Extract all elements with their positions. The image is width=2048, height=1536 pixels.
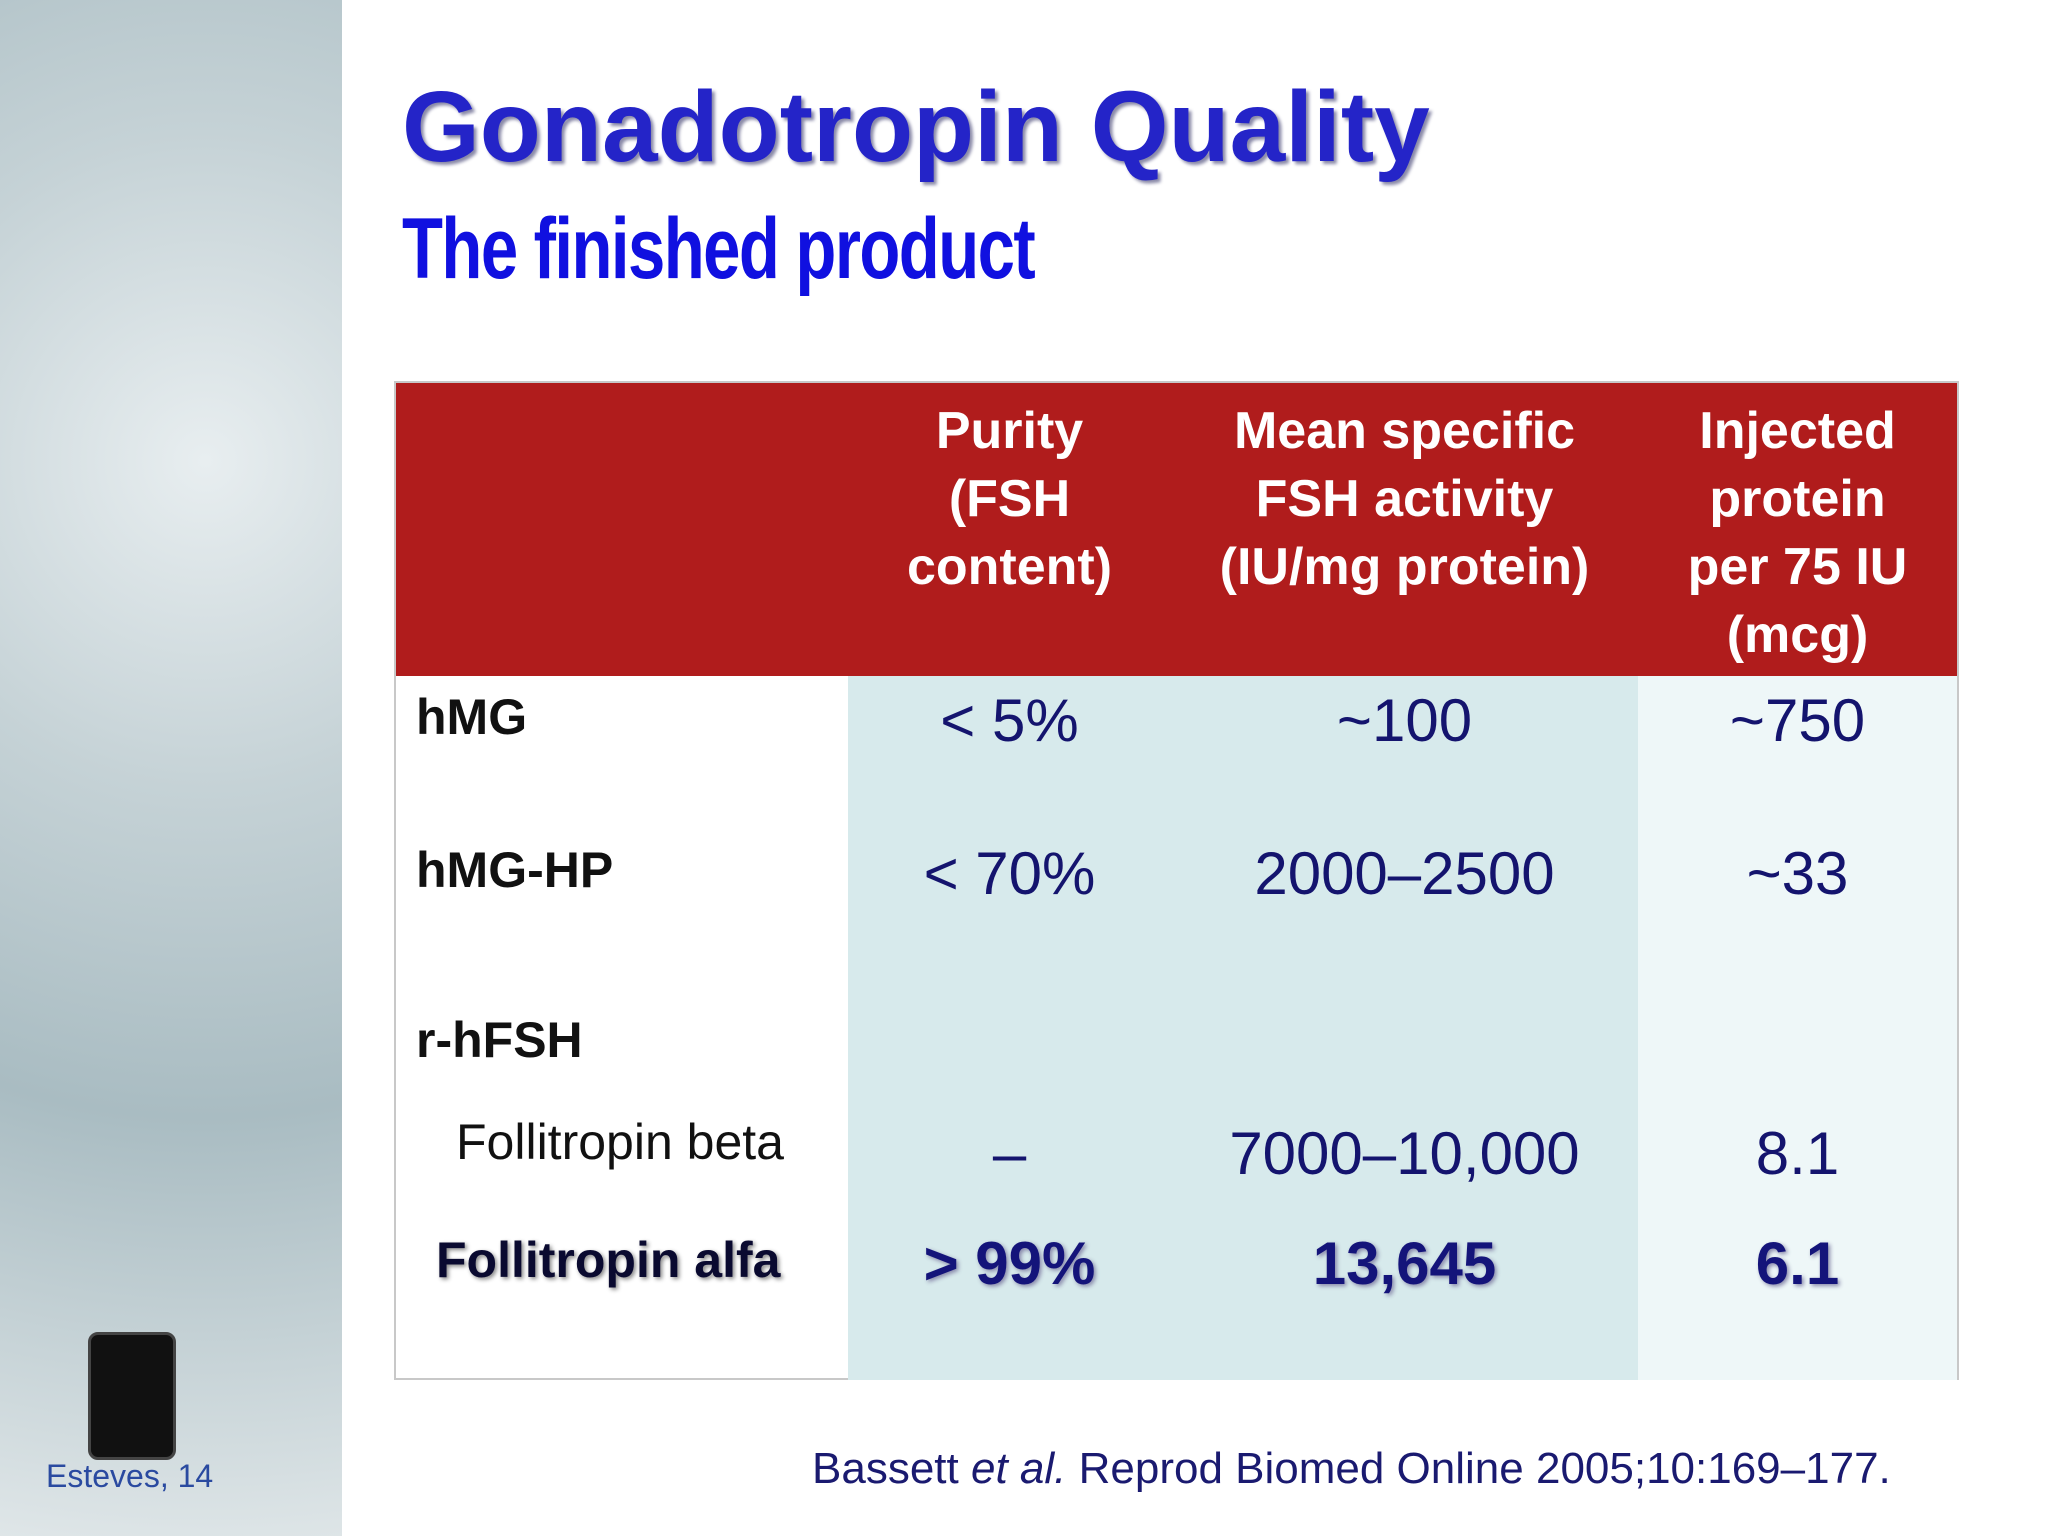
footer: Esteves, 14 — [46, 1458, 214, 1494]
header-line: protein — [1709, 470, 1886, 528]
header-line: FSH activity — [1255, 470, 1554, 528]
logo — [88, 1332, 176, 1460]
citation-etal: et al. — [970, 1444, 1067, 1493]
cell-value: > 99% — [923, 1230, 1096, 1297]
header-line: content) — [906, 538, 1113, 596]
side-panel — [0, 0, 342, 1536]
column-bg — [1171, 676, 1638, 1380]
table: Purity (FSH content) Mean specific FSH activ… — [394, 381, 1959, 1380]
column-header: Mean specific FSH activity (IU/mg protein) — [1171, 397, 1638, 601]
column-bg — [1638, 676, 1957, 1380]
citation: Bassett et al. Reprod Biomed Online 2005… — [812, 1444, 1891, 1494]
header-line: per 75 IU — [1687, 538, 1908, 596]
cell-value: ~33 — [1746, 840, 1849, 907]
header-line: Injected — [1699, 402, 1896, 460]
column-header: Injected protein per 75 IU (mcg) — [1638, 397, 1957, 669]
citation-authors: Bassett — [812, 1444, 959, 1493]
table-header: Purity (FSH content) Mean specific FSH activ… — [396, 383, 1957, 676]
header-line: (FSH — [948, 470, 1071, 528]
citation-source: Reprod Biomed Online 2005;10:169–177. — [1078, 1444, 1891, 1493]
column-header: Purity (FSH content) — [848, 397, 1171, 601]
cell-value: 13,645 — [1312, 1230, 1497, 1297]
header-line: Purity — [935, 402, 1084, 460]
row-label: hMG-HP — [416, 842, 614, 898]
cell-value: 7000–10,000 — [1229, 1120, 1580, 1187]
cell-value: 6.1 — [1755, 1230, 1840, 1297]
header-line: (IU/mg protein) — [1219, 538, 1590, 596]
column-bg — [848, 676, 1171, 1380]
cell-value: < 70% — [923, 840, 1096, 907]
header-line: Mean specific — [1233, 402, 1576, 460]
row-label: Follitropin alfa — [436, 1232, 781, 1288]
cell-value: – — [992, 1120, 1027, 1187]
row-label: r-hFSH — [416, 1012, 583, 1068]
row-label: Follitropin beta — [456, 1114, 784, 1170]
subtitle: The finished product — [402, 201, 1036, 297]
row-label: hMG — [416, 689, 528, 745]
cell-value: < 5% — [940, 687, 1079, 754]
cell-value: 2000–2500 — [1254, 840, 1555, 907]
cell-value: 8.1 — [1755, 1120, 1840, 1187]
title: Gonadotropin Quality — [402, 71, 1430, 183]
cell-value: ~100 — [1336, 687, 1473, 754]
header-line: (mcg) — [1726, 606, 1869, 664]
cell-value: ~750 — [1729, 687, 1866, 754]
